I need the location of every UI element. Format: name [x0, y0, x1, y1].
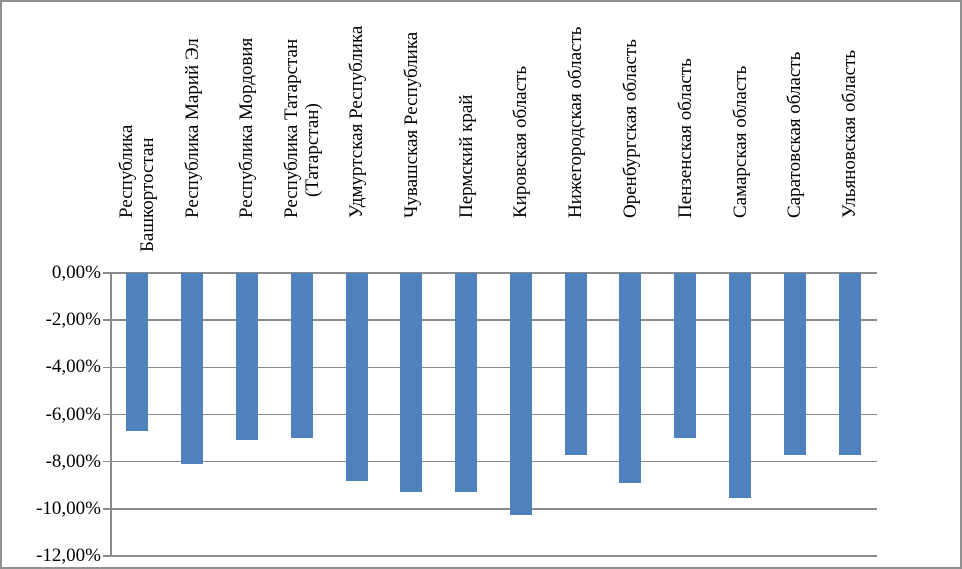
category-label-line: Удмуртская Республика [346, 25, 368, 218]
gridline [110, 413, 877, 416]
category-label-line: Оренбургская область [619, 39, 641, 218]
category-label-line: Башкортостан [137, 137, 159, 252]
bar [783, 273, 806, 455]
gridline [110, 508, 877, 510]
gridline [110, 460, 877, 463]
bar [181, 273, 204, 465]
y-axis-tick [103, 272, 110, 274]
bar [400, 273, 423, 493]
category-label-line: Пермский край [455, 94, 477, 218]
bar [345, 273, 368, 481]
y-axis-tick [103, 413, 110, 416]
category-label-line: Ульяновская область [839, 49, 861, 218]
y-axis-tick [103, 555, 110, 557]
value-axis-line [110, 273, 112, 556]
category-label-line: Республика Татарстан [280, 38, 302, 218]
bar [619, 273, 642, 483]
y-axis-tick-label: -12,00% [36, 545, 101, 566]
gridline [110, 319, 877, 321]
bar [838, 273, 861, 455]
bar [290, 273, 313, 439]
y-axis-tick-label: -2,00% [45, 309, 101, 331]
gridline [110, 555, 877, 557]
y-axis-tick-label: -4,00% [45, 356, 101, 378]
category-label-line: Самарская область [729, 65, 751, 218]
bar [509, 273, 532, 515]
bar [564, 273, 587, 455]
bar [455, 273, 478, 493]
category-label-line: (Татарстан) [301, 103, 323, 197]
gridline [110, 272, 877, 274]
category-label-line: Саратовская область [784, 51, 806, 218]
y-axis-tick-label: -6,00% [45, 403, 101, 425]
bar [235, 273, 258, 441]
category-label-line: Республика Мордовия [236, 37, 258, 218]
category-label-line: Республика Марий Эл [181, 38, 203, 218]
gridline [110, 366, 877, 369]
category-label-line: Чувашская Республика [400, 31, 422, 218]
bar [729, 273, 752, 499]
category-label-line: Кировская область [510, 65, 532, 218]
y-axis-tick-label: -8,00% [45, 450, 101, 472]
y-axis-tick-label: -10,00% [36, 497, 101, 519]
bar [674, 273, 697, 439]
y-axis-tick [103, 319, 110, 321]
bar [126, 273, 149, 431]
category-label-line: Нижегородская область [565, 26, 587, 218]
y-axis-tick [103, 508, 110, 510]
y-axis-tick [103, 366, 110, 369]
y-axis-tick-label: 0,00% [51, 262, 101, 283]
category-label-line: Пензенская область [674, 58, 696, 218]
y-axis-tick [103, 460, 110, 463]
category-label-line: Республика [116, 124, 138, 218]
